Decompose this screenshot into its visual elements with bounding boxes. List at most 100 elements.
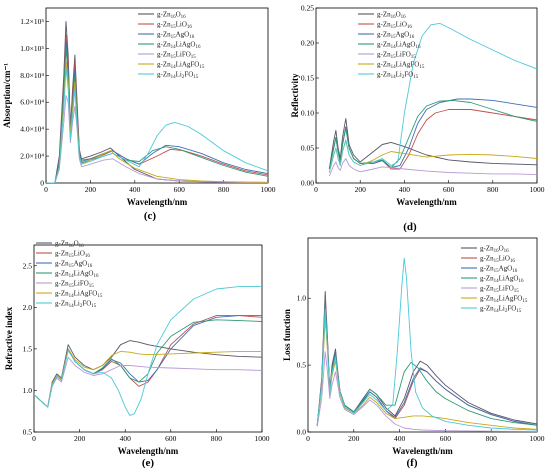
legend-entry: g-Zn16O16 — [377, 11, 406, 21]
x-tick-label: 1000 — [255, 434, 270, 443]
x-tick-label: 800 — [487, 185, 499, 194]
x-axis-label: Wavelength/nm — [118, 446, 179, 456]
x-tick-label: 400 — [129, 185, 141, 194]
legend-entry: g-Zn14Li2FO15 — [480, 305, 522, 315]
legend-entry: g-Zn14Li2FO15 — [157, 71, 199, 81]
legend-entry: g-Zn14LiAgFO15 — [55, 290, 103, 300]
x-tick-label: 400 — [120, 434, 132, 443]
legend-entry: g-Zn14LiAgO16 — [377, 41, 421, 51]
legend-entry: g-Zn15LiO16 — [157, 21, 192, 31]
x-tick-label: 0 — [314, 185, 318, 194]
x-tick-label: 600 — [165, 434, 177, 443]
y-tick-label: 0.5 — [297, 361, 307, 370]
x-axis-label: Wavelength/nm — [392, 446, 453, 456]
legend-entry: g-Zn16O16 — [55, 240, 84, 250]
series-line-5 — [46, 95, 268, 183]
x-tick-label: 200 — [348, 434, 360, 443]
x-tick-label: 600 — [443, 185, 455, 194]
series-line-4 — [46, 47, 268, 183]
legend-entry: g-Zn14LiAgFO15 — [157, 61, 205, 71]
legend: g-Zn16O16g-Zn15LiO16g-Zn15AgO16g-Zn14LiA… — [461, 245, 528, 315]
x-tick-label: 400 — [394, 434, 406, 443]
legend-entry: g-Zn16O16 — [480, 245, 509, 255]
plot-frame — [45, 7, 269, 184]
x-axis-label: Wavelength/nm — [396, 197, 457, 207]
y-tick-label: 1.0×10⁵ — [20, 44, 44, 53]
legend-entry: g-Zn15LiO16 — [55, 250, 90, 260]
y-tick-label: 2.0 — [23, 303, 33, 312]
chart-panel-f: 0 200 400 600 800 1000 0.0 0.5 1.0 Wavelength/nm L… — [282, 237, 545, 469]
y-tick-label: 1.0 — [23, 386, 33, 395]
legend-entry: g-Zn14LiAgO16 — [55, 270, 99, 280]
x-tick-label: 200 — [74, 434, 86, 443]
y-tick-label: 1.2×10⁵ — [20, 17, 44, 26]
x-tick-label: 0 — [306, 434, 310, 443]
y-tick-label: 4.0×10⁴ — [20, 125, 44, 134]
legend: g-Zn16O16g-Zn15LiO16g-Zn15AgO16g-Zn14LiA… — [358, 11, 425, 81]
y-tick-label: 0.0 — [297, 428, 307, 437]
y-tick-label: 0.05 — [301, 144, 314, 153]
legend-entry: g-Zn14Li2FO15 — [55, 300, 97, 310]
y-tick-label: 0.5 — [23, 428, 33, 437]
y-tick-label: 0 — [40, 179, 44, 188]
series-line-7 — [328, 22, 537, 173]
series-line-6 — [46, 61, 268, 183]
legend-entry: g-Zn15AgO16 — [480, 265, 518, 275]
x-tick-label: 0 — [44, 185, 48, 194]
series-line-1 — [328, 118, 537, 170]
chart-panel-c: 0 200 400 600 800 1000 0 2.0×10⁴ 4.0×10⁴ 6.0×10⁴ 8… — [2, 7, 276, 222]
y-tick-label: 6.0×10⁴ — [20, 98, 44, 107]
x-tick-label: 1000 — [530, 185, 545, 194]
legend: g-Zn16O16g-Zn15LiO16g-Zn15AgO16g-Zn14LiA… — [36, 240, 103, 310]
legend-entry: g-Zn15LiO16 — [377, 21, 412, 31]
y-tick-label: 0.00 — [301, 179, 314, 188]
legend-entry: g-Zn15LiO16 — [480, 255, 515, 265]
y-tick-label: 0.15 — [301, 74, 314, 83]
panel-label: (f) — [407, 457, 418, 469]
series-line-2 — [316, 297, 537, 426]
series-line-2 — [34, 315, 262, 408]
series-line-5 — [316, 351, 537, 432]
y-tick-label: 2.0×10⁴ — [20, 152, 44, 161]
chart-panel-d: 0 200 400 600 800 1000 0.00 0.05 0.10 0.15 0.20 0.2… — [290, 4, 545, 234]
x-axis-label: Wavelength/nm — [127, 197, 188, 207]
series-line-3 — [328, 98, 537, 170]
legend-entry: g-Zn15AgO16 — [377, 31, 415, 41]
y-tick-label: 0.20 — [301, 39, 314, 48]
x-tick-label: 0 — [32, 434, 36, 443]
series-line-2 — [328, 109, 537, 170]
y-tick-label: 0.10 — [301, 109, 314, 118]
y-axis-label: Reflectivity — [290, 73, 300, 117]
legend-entry: g-Zn14LiAgFO15 — [377, 61, 425, 71]
y-tick-label: 2.5 — [23, 261, 33, 270]
legend-entry: g-Zn15AgO16 — [157, 31, 195, 41]
legend-entry: g-Zn16O16 — [157, 11, 186, 21]
panel-label: (c) — [144, 210, 157, 222]
y-axis-label: Absorption/cm⁻¹ — [2, 63, 12, 128]
x-tick-label: 800 — [211, 434, 223, 443]
plot-frame — [315, 7, 538, 184]
legend-entry: g-Zn14Li2FO15 — [377, 71, 419, 81]
x-tick-label: 600 — [440, 434, 452, 443]
legend-entry: g-Zn14LiAgO16 — [480, 275, 524, 285]
x-tick-label: 800 — [218, 185, 230, 194]
y-axis-label: Loss function — [282, 309, 292, 361]
x-tick-label: 200 — [85, 185, 97, 194]
x-tick-label: 800 — [486, 434, 498, 443]
plot-frame — [33, 244, 263, 433]
legend-entry: g-Zn15LiFO15 — [480, 285, 519, 295]
series-line-3 — [34, 315, 262, 408]
panel-label: (d) — [403, 221, 417, 233]
y-tick-label: 0.25 — [301, 4, 314, 13]
y-tick-label: 8.0×10⁴ — [20, 71, 44, 80]
series-line-4 — [34, 319, 262, 408]
y-axis-label: Refractive index — [4, 306, 14, 370]
plot-frame — [307, 237, 538, 433]
legend-entry: g-Zn15LiFO15 — [377, 51, 416, 61]
series-line-3 — [316, 300, 537, 426]
series-line-4 — [328, 99, 537, 170]
series-line-5 — [328, 158, 537, 177]
x-tick-label: 400 — [399, 185, 411, 194]
